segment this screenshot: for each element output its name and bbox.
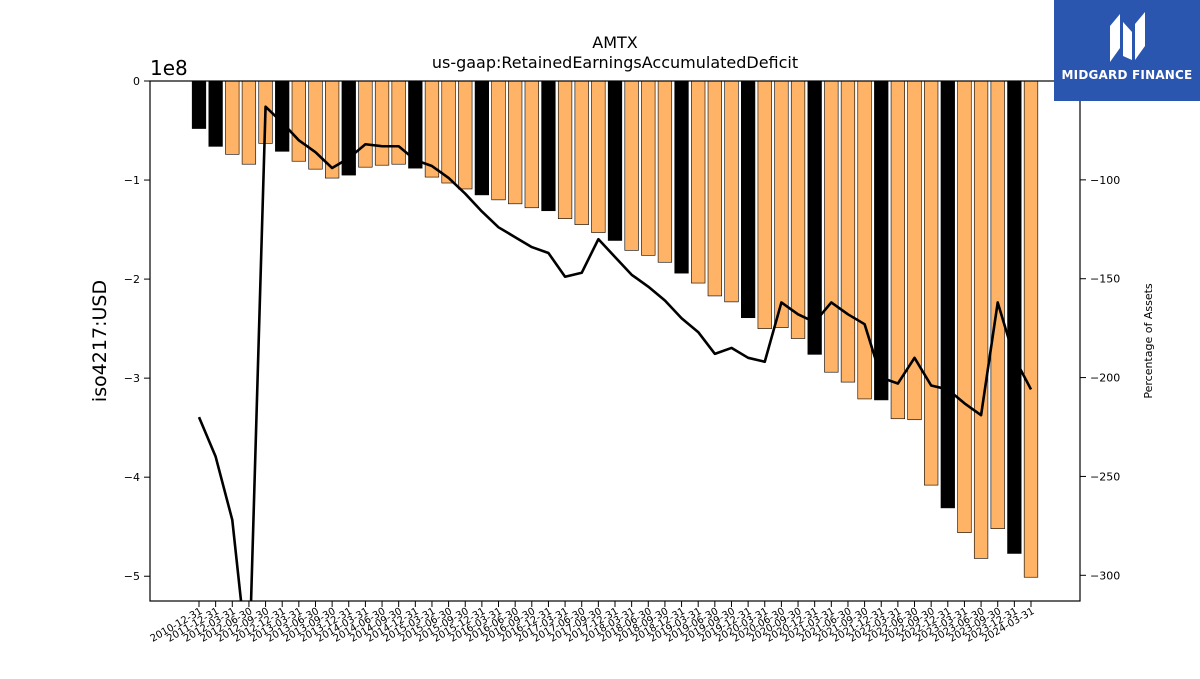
brand-logo: MIDGARD FINANCE <box>1054 0 1200 101</box>
bar-2022-09-30 <box>924 81 939 486</box>
bar-2018-06-30 <box>641 81 656 256</box>
bar-2022-12-31 <box>940 81 955 509</box>
y-axis-label: iso4217:USD <box>89 280 111 402</box>
bar-2016-06-30 <box>508 81 523 205</box>
y-tick-label: 0 <box>133 75 140 88</box>
bar-2019-12-31 <box>740 81 756 319</box>
y2-tick-label: −300 <box>1090 569 1120 582</box>
bar-2016-09-30 <box>524 81 539 209</box>
bar-2013-12-31 <box>341 81 356 176</box>
bar-2013-03-31 <box>291 81 306 162</box>
bar-2014-09-30 <box>391 81 406 165</box>
bar-2017-03-31 <box>557 81 573 219</box>
y-offset-label: 1e8 <box>150 56 188 80</box>
bar-2022-06-30 <box>907 81 922 421</box>
bar-2020-06-30 <box>774 81 789 328</box>
bar-2019-06-30 <box>707 81 722 297</box>
y2-tick-label: −250 <box>1090 470 1120 483</box>
bar-2015-03-31 <box>424 81 440 178</box>
bar-2015-09-30 <box>458 81 473 190</box>
bar-2019-03-31 <box>691 81 706 284</box>
y-tick-label: −4 <box>124 471 140 484</box>
bar-2023-06-30 <box>973 81 989 559</box>
bar-2014-03-31 <box>358 81 373 168</box>
bar-2021-06-30 <box>840 81 856 383</box>
bar-2017-06-30 <box>574 81 589 225</box>
bar-2020-12-31 <box>807 81 822 355</box>
bar-2020-09-30 <box>790 81 806 339</box>
bars-layer <box>191 81 1039 578</box>
bar-2014-12-31 <box>408 81 423 169</box>
bar-2023-12-31 <box>1007 81 1022 554</box>
bar-2016-03-31 <box>491 81 506 201</box>
chart-title: AMTX <box>592 33 638 52</box>
y2-tick-label: −150 <box>1090 273 1120 286</box>
logo-mark-icon <box>1110 12 1145 62</box>
bar-2018-12-31 <box>674 81 689 274</box>
chart-subtitle: us-gaap:RetainedEarningsAccumulatedDefic… <box>432 53 798 72</box>
y-tick-label: −2 <box>124 273 140 286</box>
bar-2021-09-30 <box>857 81 872 400</box>
bar-2023-03-31 <box>957 81 972 533</box>
y-tick-label: −1 <box>124 174 140 187</box>
bar-2017-09-30 <box>591 81 606 233</box>
bar-2011-12-31 <box>208 81 223 147</box>
bar-2024-03-31 <box>1023 81 1039 578</box>
right-axis: −100 −150 −200 −250 −300 <box>1080 174 1120 582</box>
bar-2017-12-31 <box>607 81 623 241</box>
bar-2016-12-31 <box>541 81 556 212</box>
percentage-line <box>197 105 1033 601</box>
bar-2015-12-31 <box>474 81 489 196</box>
bar-2018-03-31 <box>624 81 639 251</box>
bar-2021-03-31 <box>824 81 839 373</box>
bar-2014-06-30 <box>374 81 390 166</box>
y2-tick-label: −200 <box>1090 372 1120 385</box>
y2-axis-label: Percentage of Assets <box>1142 283 1155 399</box>
line-layer <box>197 105 1033 601</box>
bar-2013-09-30 <box>324 81 340 179</box>
bar-2020-03-31 <box>757 81 772 329</box>
bar-2015-06-30 <box>441 81 456 184</box>
bar-2018-09-30 <box>657 81 673 263</box>
left-axis: 0 −1 −2 −3 −4 −5 <box>124 75 150 583</box>
bar-2019-09-30 <box>724 81 739 303</box>
bar-2012-12-31 <box>275 81 290 152</box>
y-tick-label: −3 <box>124 372 140 385</box>
bar-2012-06-30 <box>241 81 257 165</box>
bar-2010-12-31 <box>191 81 207 129</box>
y2-tick-label: −100 <box>1090 174 1120 187</box>
bar-2022-03-31 <box>890 81 905 420</box>
bar-2021-12-31 <box>874 81 889 401</box>
bar-2013-06-30 <box>308 81 323 170</box>
y-tick-label: −5 <box>124 570 140 583</box>
bar-2012-03-31 <box>225 81 240 155</box>
logo-text: MIDGARD FINANCE <box>1061 68 1193 82</box>
x-axis: 2010-12-312011-12-312012-03-312012-06-30… <box>149 601 1037 645</box>
